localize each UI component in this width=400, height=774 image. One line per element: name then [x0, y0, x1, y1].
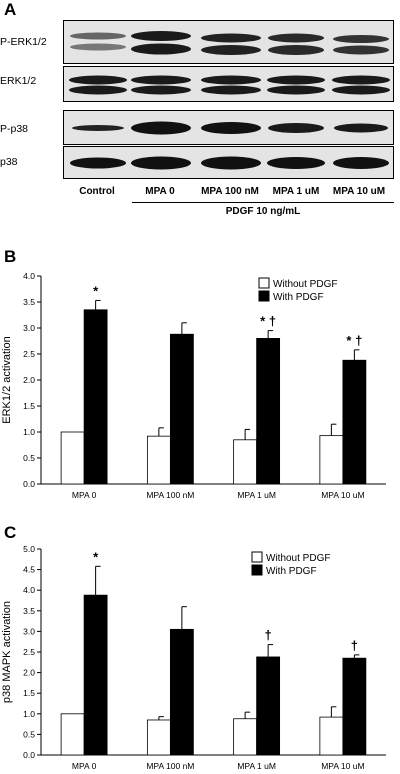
- y-tick-label: 1.0: [23, 427, 35, 437]
- legend-label: Without PDGF: [266, 553, 330, 564]
- y-tick-label: 1.5: [23, 688, 35, 698]
- legend-swatch-without: [251, 551, 263, 563]
- blot-strip-erk: [63, 66, 394, 102]
- blot-strip-p-erk: [63, 20, 394, 64]
- bar-without-pdgf: [146, 719, 171, 756]
- y-tick-label: 3.0: [23, 626, 35, 636]
- p-erk-bands: [70, 31, 389, 55]
- panel-a-letter: A: [4, 0, 17, 19]
- x-tick-label: MPA 1 uM: [237, 761, 276, 771]
- y-tick-label: 0.5: [23, 453, 35, 463]
- p-p38-bands: [72, 121, 388, 135]
- significance-mark: * †: [346, 333, 362, 348]
- x-tick-label: MPA 100 nM: [146, 761, 194, 771]
- bar-with-pdgf: [342, 359, 367, 485]
- y-axis-label: ERK1/2 activation: [1, 336, 13, 423]
- y-tick-label: 4.5: [23, 565, 35, 575]
- bar-with-pdgf: [169, 628, 194, 756]
- erk-bands: [69, 75, 390, 95]
- p38-activation-chart: 0.0 0.5 1.0 1.5 2.0 2.5 3.0 3.5 4.0 4.5 5.0 p38 MAP…: [1, 544, 386, 771]
- bar-with-pdgf: [83, 309, 108, 485]
- lane-label-mpa-1um: MPA 1 uM: [272, 186, 320, 197]
- significance-mark: *: [93, 283, 99, 298]
- significance-mark: †: [351, 638, 358, 653]
- y-tick-label: 3.5: [23, 606, 35, 616]
- legend-swatch-with: [251, 564, 263, 576]
- y-tick-label: 5.0: [23, 544, 35, 554]
- x-tick-label: MPA 100 nM: [146, 490, 194, 500]
- lane-label-control: Control: [79, 186, 115, 197]
- blot-label-p38: p38: [0, 156, 18, 168]
- treatment-bracket: [132, 202, 394, 203]
- y-tick-label: 4.0: [23, 271, 35, 281]
- significance-mark: * †: [260, 314, 276, 329]
- x-tick-label: MPA 10 uM: [321, 490, 364, 500]
- x-tick-label: MPA 1 uM: [237, 490, 276, 500]
- y-tick-label: 3.0: [23, 323, 35, 333]
- bar-without-pdgf: [233, 439, 258, 485]
- legend-label: With PDGF: [273, 292, 324, 303]
- panel-c-letter: C: [4, 523, 17, 542]
- panel-b-letter: B: [4, 247, 17, 266]
- bar-without-pdgf: [319, 716, 344, 756]
- significance-mark: *: [93, 549, 99, 564]
- legend-label: Without PDGF: [273, 279, 337, 290]
- bar-without-pdgf: [146, 435, 171, 485]
- bar-with-pdgf: [342, 657, 367, 756]
- legend-swatch-with: [258, 290, 270, 302]
- blot-strip-p38: [63, 146, 394, 179]
- blot-label-p-erk: P-ERK1/2: [0, 36, 47, 48]
- y-tick-label: 4.0: [23, 585, 35, 595]
- y-tick-label: 2.0: [23, 668, 35, 678]
- x-tick-label: MPA 10 uM: [321, 761, 364, 771]
- y-tick-label: 2.5: [23, 647, 35, 657]
- bar-without-pdgf: [319, 435, 344, 485]
- bar-with-pdgf: [256, 656, 281, 756]
- y-tick-label: 2.0: [23, 375, 35, 385]
- bar-with-pdgf: [169, 333, 194, 485]
- y-tick-label: 0.5: [23, 729, 35, 739]
- y-tick-label: 1.0: [23, 709, 35, 719]
- p38-bands: [70, 156, 389, 170]
- lane-label-mpa-100nm: MPA 100 nM: [201, 186, 259, 197]
- bar-without-pdgf: [233, 718, 258, 756]
- x-tick-label: MPA 0: [72, 761, 97, 771]
- bar-without-pdgf: [60, 431, 85, 485]
- blot-strip-p-p38: [63, 110, 394, 145]
- lane-label-mpa-0: MPA 0: [145, 186, 175, 197]
- legend-swatch-without: [258, 277, 270, 289]
- bar-with-pdgf: [83, 594, 108, 756]
- blot-label-p-p38: P-p38: [0, 123, 29, 135]
- y-axis-label: p38 MAPK activation: [1, 601, 13, 703]
- lane-label-mpa-10um: MPA 10 uM: [332, 186, 386, 197]
- y-tick-label: 0.0: [23, 750, 35, 760]
- y-tick-label: 1.5: [23, 401, 35, 411]
- significance-mark: †: [265, 628, 272, 643]
- y-tick-label: 3.5: [23, 297, 35, 307]
- blot-label-erk: ERK1/2: [0, 75, 37, 87]
- treatment-label: PDGF 10 ng/mL: [225, 206, 301, 217]
- y-tick-label: 2.5: [23, 349, 35, 359]
- bar-with-pdgf: [256, 338, 281, 485]
- x-tick-label: MPA 0: [72, 490, 97, 500]
- legend-label: With PDGF: [266, 566, 317, 577]
- bar-without-pdgf: [60, 713, 85, 756]
- y-tick-label: 0.0: [23, 479, 35, 489]
- erk-activation-chart: 0.0 0.5 1.0 1.5 2.0 2.5 3.0 3.5 4.0 ERK1/2 activa…: [1, 271, 386, 500]
